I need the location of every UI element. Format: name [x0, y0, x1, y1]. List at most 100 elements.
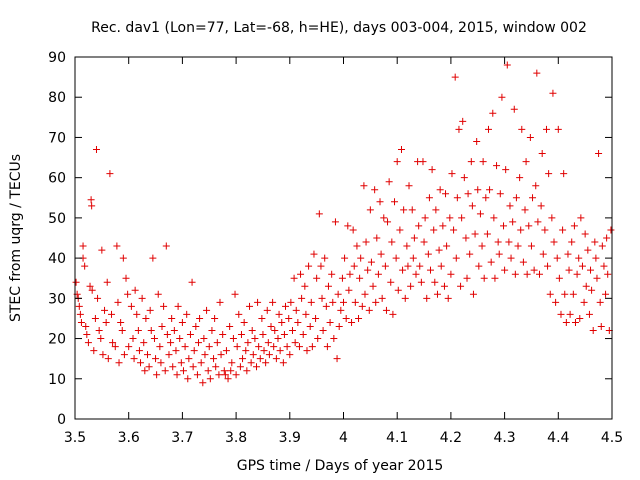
data-point: [376, 198, 384, 206]
data-point: [303, 347, 311, 355]
data-point: [464, 190, 472, 198]
data-point: [500, 222, 508, 230]
data-point: [417, 278, 425, 286]
data-point: [113, 242, 121, 250]
data-point: [317, 262, 325, 270]
data-point: [462, 234, 470, 242]
data-point: [199, 379, 207, 387]
data-point: [529, 194, 537, 202]
data-point: [554, 125, 562, 133]
data-point: [377, 250, 385, 258]
data-point: [150, 335, 158, 343]
data-point: [255, 343, 263, 351]
data-point: [141, 367, 149, 375]
data-point: [294, 318, 302, 326]
data-point: [146, 306, 154, 314]
data-point: [378, 294, 386, 302]
data-point: [588, 286, 596, 294]
data-point: [577, 214, 585, 222]
data-point: [186, 331, 194, 339]
data-point: [174, 302, 182, 310]
data-point: [334, 290, 342, 298]
data-point: [591, 238, 599, 246]
y-axis-label: STEC from uqrg / TECUs: [8, 154, 24, 322]
data-point: [408, 206, 416, 214]
chart-title: Rec. dav1 (Lon=77, Lat=-68, h=HE), days …: [91, 20, 587, 36]
data-point: [459, 117, 467, 125]
data-point: [262, 359, 270, 367]
data-point: [519, 258, 527, 266]
data-point: [538, 150, 546, 158]
data-point: [471, 230, 479, 238]
data-point: [385, 178, 393, 186]
data-point: [271, 327, 279, 335]
data-point: [480, 274, 488, 282]
data-point: [525, 222, 533, 230]
x-tick-label: 4.3: [493, 430, 515, 446]
data-point: [81, 262, 89, 270]
data-point: [506, 202, 514, 210]
data-point: [137, 359, 145, 367]
data-point: [122, 274, 130, 282]
data-point: [501, 266, 509, 274]
data-point: [205, 343, 213, 351]
data-point: [244, 339, 252, 347]
data-point: [242, 347, 250, 355]
x-tick-label: 3.9: [279, 430, 301, 446]
data-point: [521, 206, 529, 214]
data-point: [561, 290, 569, 298]
data-point: [276, 347, 284, 355]
data-point: [157, 359, 165, 367]
data-point: [92, 146, 100, 154]
data-point: [496, 190, 504, 198]
y-tick-label: 10: [48, 372, 66, 388]
data-point: [582, 282, 590, 290]
data-point: [292, 306, 300, 314]
data-point: [278, 318, 286, 326]
data-point: [397, 146, 405, 154]
data-point: [469, 290, 477, 298]
data-point: [523, 270, 531, 278]
data-point: [318, 294, 326, 302]
data-point: [239, 355, 247, 363]
data-point: [595, 150, 603, 158]
data-point: [360, 182, 368, 190]
data-point: [348, 318, 356, 326]
data-point: [455, 125, 463, 133]
data-point: [388, 238, 396, 246]
data-point: [119, 254, 127, 262]
data-point: [231, 290, 239, 298]
data-point: [507, 254, 515, 262]
data-point: [115, 359, 123, 367]
data-point: [380, 214, 388, 222]
data-point: [439, 222, 447, 230]
data-point: [111, 343, 119, 351]
data-point: [490, 214, 498, 222]
data-point: [416, 262, 424, 270]
data-point: [200, 335, 208, 343]
data-point: [308, 343, 316, 351]
data-point: [382, 306, 390, 314]
data-point: [83, 331, 91, 339]
data-point: [274, 335, 282, 343]
data-point: [229, 335, 237, 343]
data-point: [341, 254, 349, 262]
data-point: [108, 310, 116, 318]
data-point: [546, 290, 554, 298]
data-point: [503, 61, 511, 69]
data-point: [208, 327, 216, 335]
data-point: [548, 214, 556, 222]
data-point: [77, 318, 85, 326]
data-point: [412, 270, 420, 278]
data-point: [366, 206, 374, 214]
data-point: [374, 270, 382, 278]
data-point: [487, 258, 495, 266]
data-point: [342, 314, 350, 322]
data-point: [468, 202, 476, 210]
data-point: [466, 250, 474, 258]
data-point: [323, 343, 331, 351]
data-point: [541, 226, 549, 234]
y-tick-label: 80: [48, 90, 66, 106]
data-point: [134, 327, 142, 335]
data-point: [158, 322, 166, 330]
